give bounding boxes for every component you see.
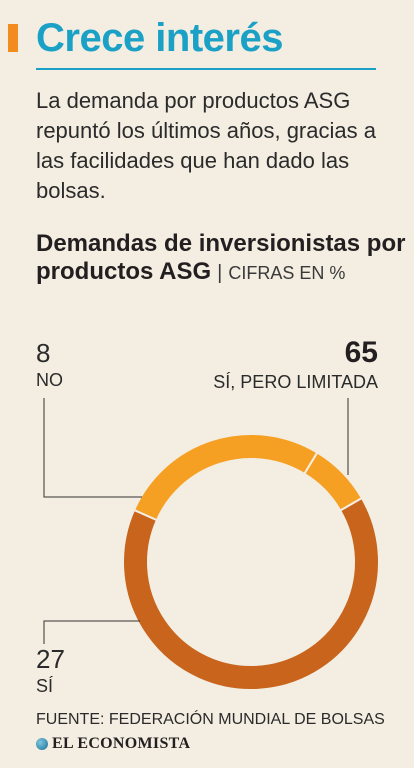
title-rule (36, 68, 376, 70)
chart-units: CIFRAS EN % (228, 263, 346, 283)
donut-slice-si (132, 433, 319, 522)
leader-line-no (43, 398, 142, 498)
label-no-category: NO (36, 370, 63, 390)
page-subtitle: La demanda por productos ASG repuntó los… (36, 88, 376, 203)
donut-slice-si-limitada (122, 496, 380, 691)
brand-logo-text: EL ECONOMISTA (52, 735, 191, 752)
globe-icon (36, 738, 48, 750)
label-limited-value: 65 (344, 336, 378, 369)
chart-title-separator: | (217, 262, 223, 284)
chart-title: Demandas de inversionistas por productos… (36, 230, 406, 285)
label-yes-value: 27 (36, 644, 65, 674)
donut-slice-no (302, 451, 364, 512)
label-yes-category: SÍ (36, 676, 54, 696)
page-title: Crece interés (36, 16, 283, 60)
label-no-value: 8 (36, 338, 51, 368)
leader-line-yes (43, 620, 140, 644)
footer-source: FUENTE: FEDERACIÓN MUNDIAL DE BOLSAS (36, 711, 385, 728)
chart-heading: Demandas de inversionistas por productos… (36, 230, 406, 287)
accent-bar (8, 24, 18, 52)
label-limited-category: SÍ, PERO LIMITADA (213, 372, 378, 392)
footer-brand: EL ECONOMISTA (36, 735, 190, 753)
